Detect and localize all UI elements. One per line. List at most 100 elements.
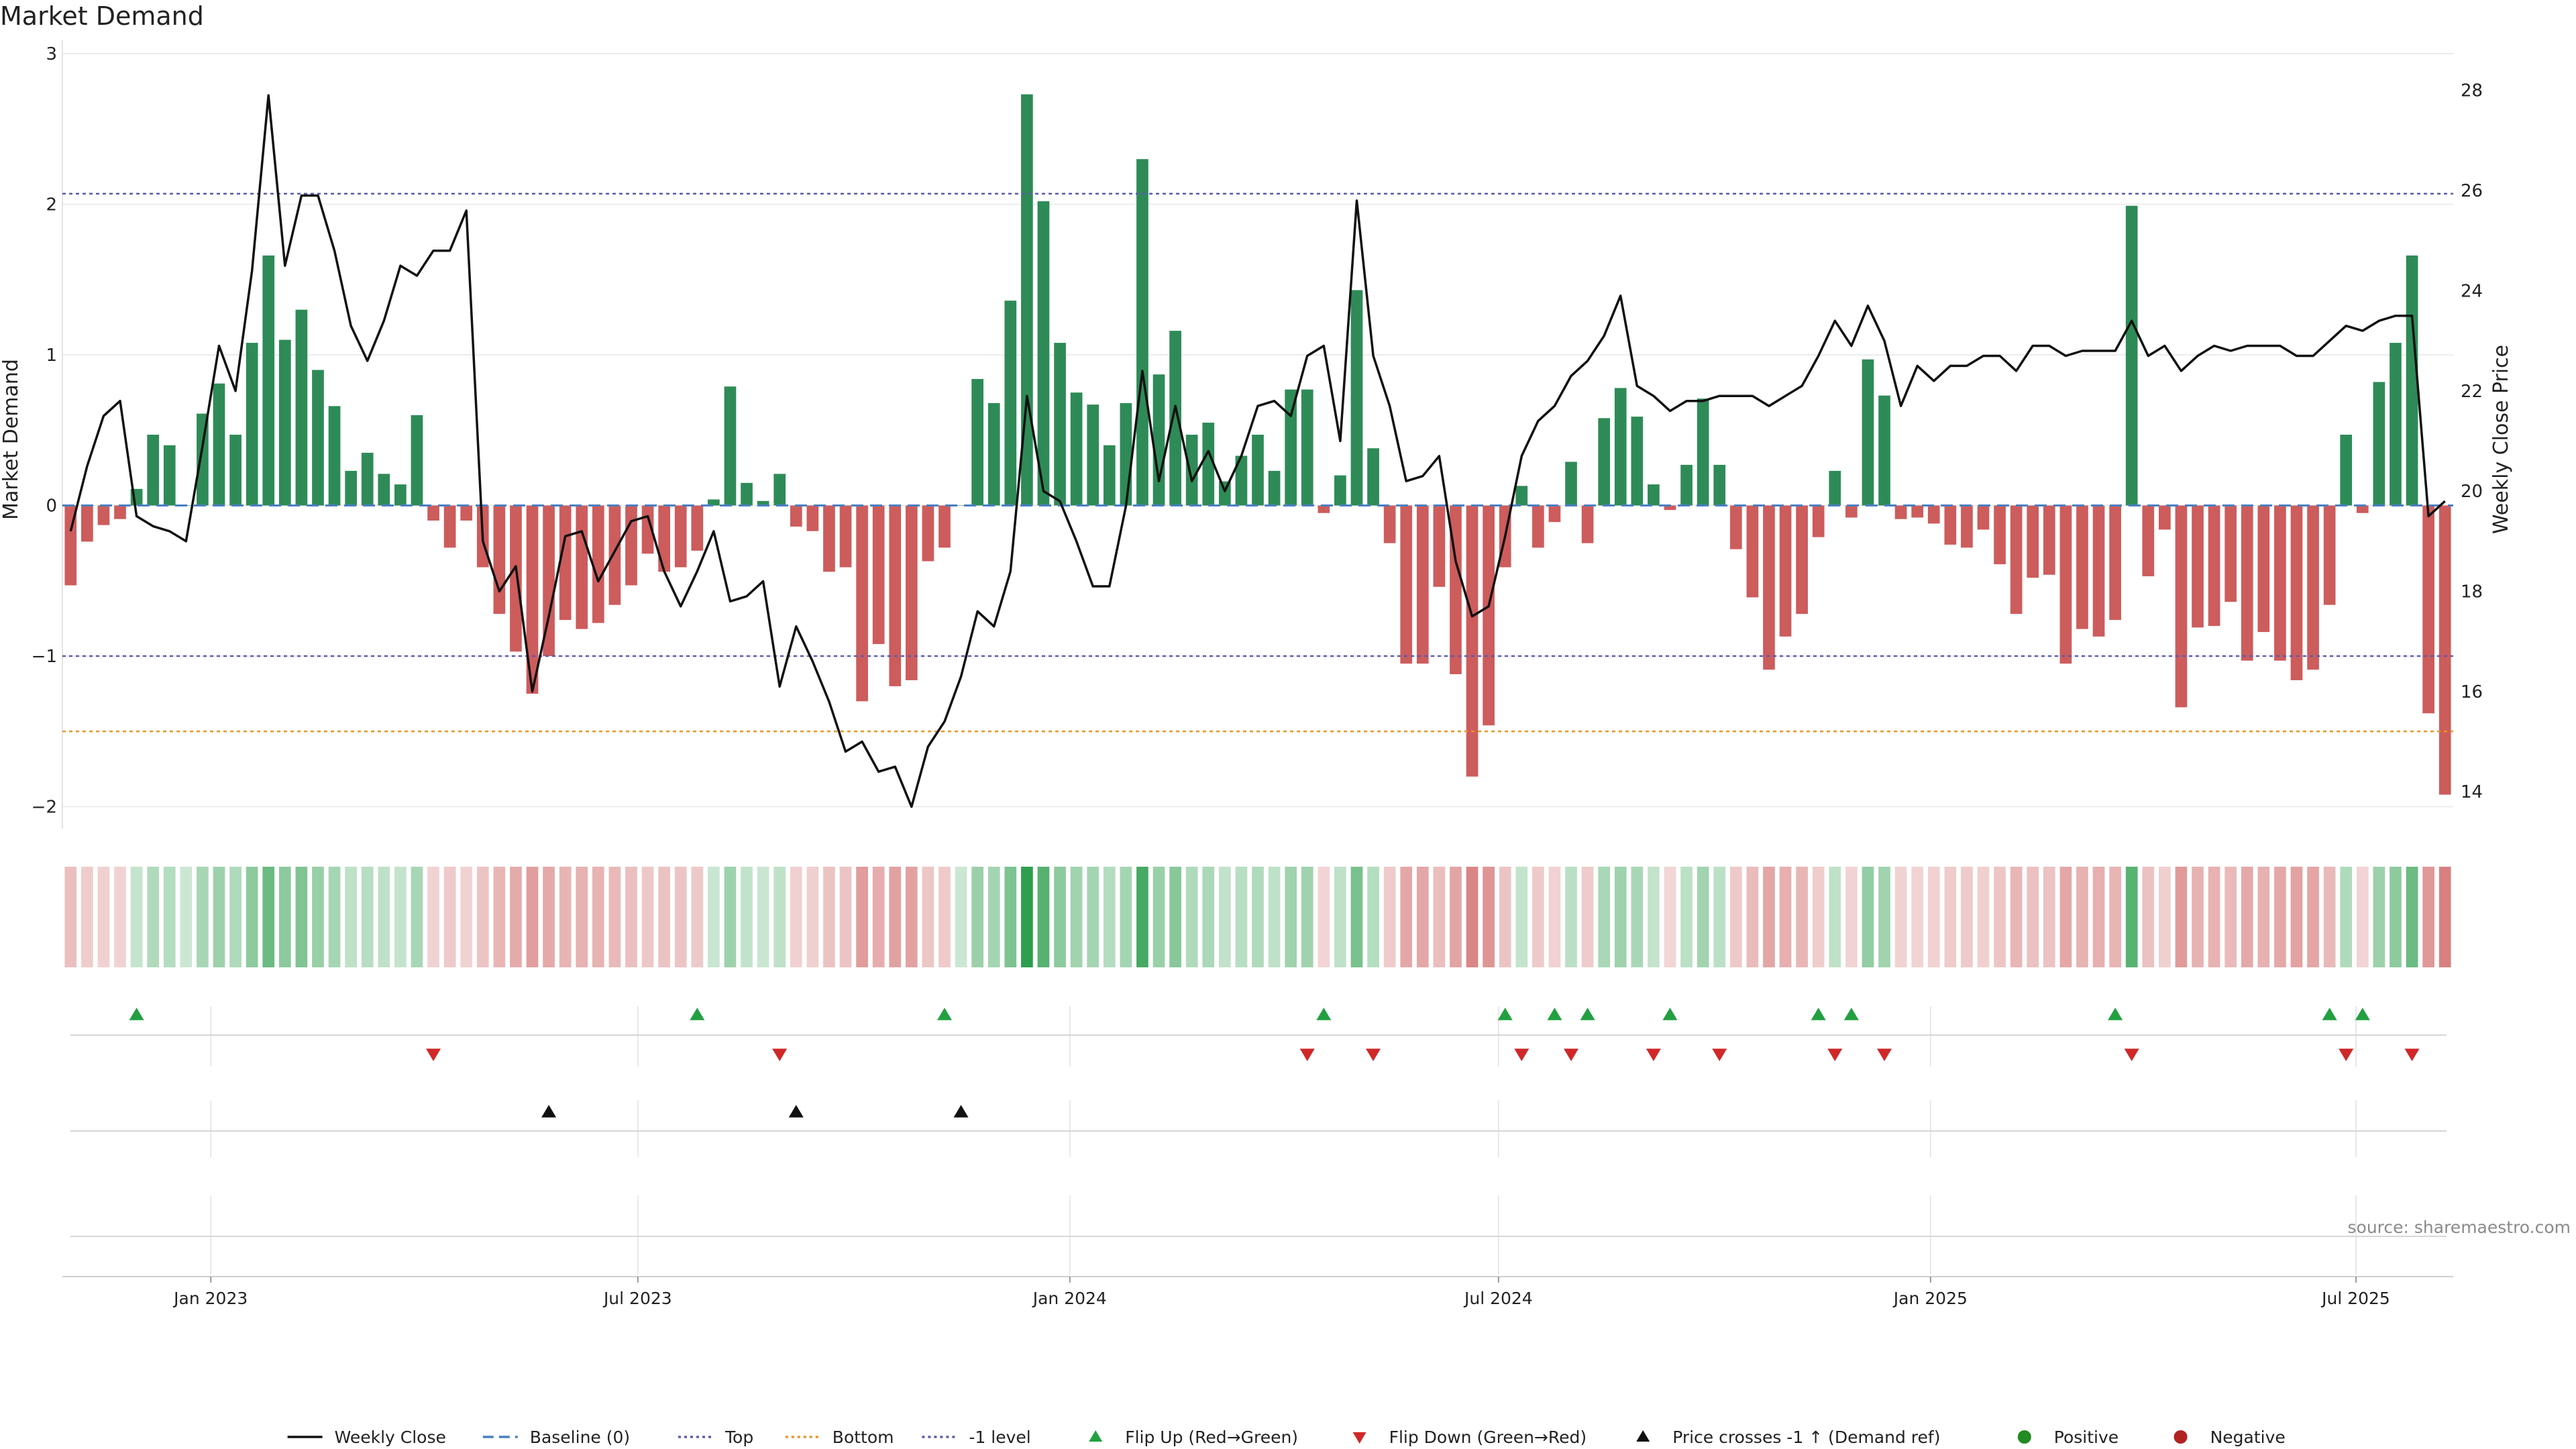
demand-bar-positive <box>213 383 225 506</box>
heat-strip-cell <box>872 867 885 967</box>
heat-strip-cell <box>2010 867 2023 967</box>
demand-bar-positive <box>2340 435 2353 506</box>
heat-strip-cell <box>1499 867 1511 967</box>
heat-strip-cell <box>2340 867 2353 967</box>
demand-bar-negative <box>81 505 93 542</box>
demand-bar-negative <box>1548 505 1561 523</box>
heat-strip-cell <box>1136 867 1148 967</box>
demand-bar-negative <box>2142 505 2155 577</box>
heat-strip-cell <box>1648 867 1660 967</box>
heat-strip-cell <box>1548 867 1561 967</box>
heat-strip-cell <box>1185 867 1198 967</box>
demand-bar-positive <box>197 413 209 506</box>
y-tick-label: −1 <box>32 647 57 667</box>
demand-bar-positive <box>1697 398 1709 506</box>
heat-strip-cell <box>1152 867 1165 967</box>
demand-bar-negative <box>1581 505 1594 543</box>
heat-strip-cell <box>2043 867 2055 967</box>
demand-bar-negative <box>905 505 918 680</box>
demand-bar-negative <box>823 505 835 572</box>
heat-strip-cell <box>1796 867 1808 967</box>
heat-strip-cell <box>1878 867 1890 967</box>
heat-strip-cell <box>2274 867 2286 967</box>
heat-strip-cell <box>1367 867 1379 967</box>
y2-tick-label: 26 <box>2461 181 2483 201</box>
legend-label: Weekly Close <box>335 1428 446 1447</box>
legend-swatch-triangle-up <box>1089 1430 1103 1442</box>
heat-strip-cell <box>443 867 456 967</box>
heat-strip-cell <box>1697 867 1709 967</box>
heat-strip-cell <box>64 867 77 967</box>
demand-bar-negative <box>559 505 572 621</box>
demand-bar-positive <box>708 499 720 506</box>
demand-bar-negative <box>1532 505 1544 548</box>
heat-strip-cell <box>361 867 374 967</box>
heat-strip-cell <box>641 867 654 967</box>
demand-bar-positive <box>2125 205 2138 506</box>
heat-strip-cell <box>197 867 209 967</box>
demand-bar-negative <box>1961 505 1973 548</box>
demand-bar-negative <box>543 505 555 657</box>
demand-bar-negative <box>2159 505 2171 530</box>
demand-bar-negative <box>806 505 819 531</box>
heat-strip-cell <box>510 867 522 967</box>
x-tick-label: Jan 2023 <box>172 1289 248 1308</box>
heat-strip-cell <box>971 867 984 967</box>
y2-tick-label: 18 <box>2461 582 2483 602</box>
flip-up-marker <box>936 1008 952 1020</box>
demand-bar-negative <box>427 505 439 521</box>
y2-tick-label: 20 <box>2461 482 2483 502</box>
y2-tick-label: 16 <box>2461 682 2483 702</box>
flip-down-marker <box>1366 1049 1381 1061</box>
heat-strip-cell <box>476 867 489 967</box>
y2-tick-label: 22 <box>2461 382 2483 402</box>
heat-strip-cell <box>1614 867 1627 967</box>
flip-up-marker <box>1497 1008 1513 1020</box>
heat-strip-cell <box>1977 867 1990 967</box>
heat-strip-cell <box>278 867 291 967</box>
heat-strip-cell <box>493 867 506 967</box>
heat-strip-cell <box>378 867 390 967</box>
heat-strip-cell <box>1416 867 1429 967</box>
flip-up-marker <box>1811 1008 1826 1020</box>
price-cross-marker <box>788 1105 804 1118</box>
heat-strip-cell <box>2323 867 2336 967</box>
heat-strip-cell <box>394 867 407 967</box>
demand-bar-negative <box>1483 505 1495 726</box>
chart-title: Market Demand <box>0 1 204 31</box>
demand-bar-positive <box>262 255 275 506</box>
y-axis-title: Market Demand <box>0 359 23 520</box>
heat-strip-cell <box>905 867 918 967</box>
heat-strip-cell <box>987 867 1000 967</box>
heat-strip-cell <box>2109 867 2121 967</box>
heat-strip-cell <box>1483 867 1495 967</box>
heat-strip-cell <box>2175 867 2188 967</box>
heat-strip-cell <box>1334 867 1346 967</box>
demand-bar-negative <box>2076 505 2088 629</box>
heat-strip-cell <box>1812 867 1825 967</box>
demand-bar-negative <box>2307 505 2319 670</box>
flip-down-marker <box>2124 1049 2139 1061</box>
heat-strip-cell <box>2092 867 2105 967</box>
heat-strip-cell <box>312 867 324 967</box>
demand-bar-positive <box>971 378 984 506</box>
demand-bar-negative <box>2175 505 2188 708</box>
flip-down-marker <box>1827 1049 1843 1061</box>
demand-bar-positive <box>1614 388 1627 506</box>
heat-strip-cell <box>2224 867 2237 967</box>
heat-strip-cell <box>1565 867 1577 967</box>
heat-strip-cell <box>1532 867 1544 967</box>
heat-strip-cell <box>2422 867 2434 967</box>
demand-bar-positive <box>1202 423 1215 506</box>
demand-bar-positive <box>757 500 769 506</box>
demand-bar-negative <box>2290 505 2303 680</box>
demand-bar-positive <box>295 309 308 506</box>
heat-strip-cell <box>708 867 720 967</box>
demand-bar-negative <box>2241 505 2253 661</box>
heat-strip-cell <box>1070 867 1083 967</box>
heat-strip-cell <box>559 867 572 967</box>
demand-bar-negative <box>2356 505 2369 513</box>
heat-strip-cell <box>1598 867 1611 967</box>
demand-bar-negative <box>1927 505 1940 524</box>
